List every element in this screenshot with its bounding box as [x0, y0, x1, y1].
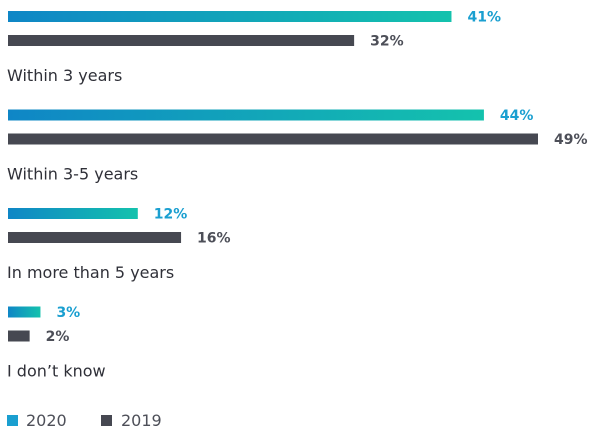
bar-2020-in-more-than-5-years [8, 208, 138, 219]
data-label-2020-within-3-years: 41% [467, 10, 501, 26]
data-label-2019-within-3-years: 32% [370, 34, 404, 50]
bar-2019-in-more-than-5-years [8, 232, 182, 243]
data-label-2019-i-don-t-know: 2% [46, 329, 70, 345]
legend: 2020 2019 [7, 411, 162, 430]
bar-2019-i-don-t-know [8, 330, 30, 342]
data-label-2019-in-more-than-5-years: 16% [197, 231, 231, 247]
legend-label-2020: 2020 [26, 411, 67, 430]
bar-2019-within-3-years [8, 35, 355, 46]
category-label-within-3-5-years: Within 3-5 years [7, 165, 138, 184]
legend-swatch-2020 [7, 415, 18, 426]
bar-2020-i-don-t-know [8, 306, 41, 318]
bar-2020-within-3-5-years [8, 109, 484, 121]
category-label-within-3-years: Within 3 years [7, 66, 122, 85]
bar-2019-within-3-5-years [8, 133, 538, 145]
category-label-in-more-than-5-years: In more than 5 years [7, 263, 174, 282]
legend-label-2019: 2019 [121, 411, 162, 430]
legend-swatch-2019 [101, 415, 112, 426]
data-label-2020-i-don-t-know: 3% [56, 305, 80, 321]
data-label-2020-within-3-5-years: 44% [500, 108, 534, 124]
data-label-2019-within-3-5-years: 49% [554, 132, 588, 148]
data-label-2020-in-more-than-5-years: 12% [154, 207, 188, 223]
category-label-i-don-t-know: I don’t know [7, 362, 106, 381]
bar-2020-within-3-years [8, 11, 452, 22]
